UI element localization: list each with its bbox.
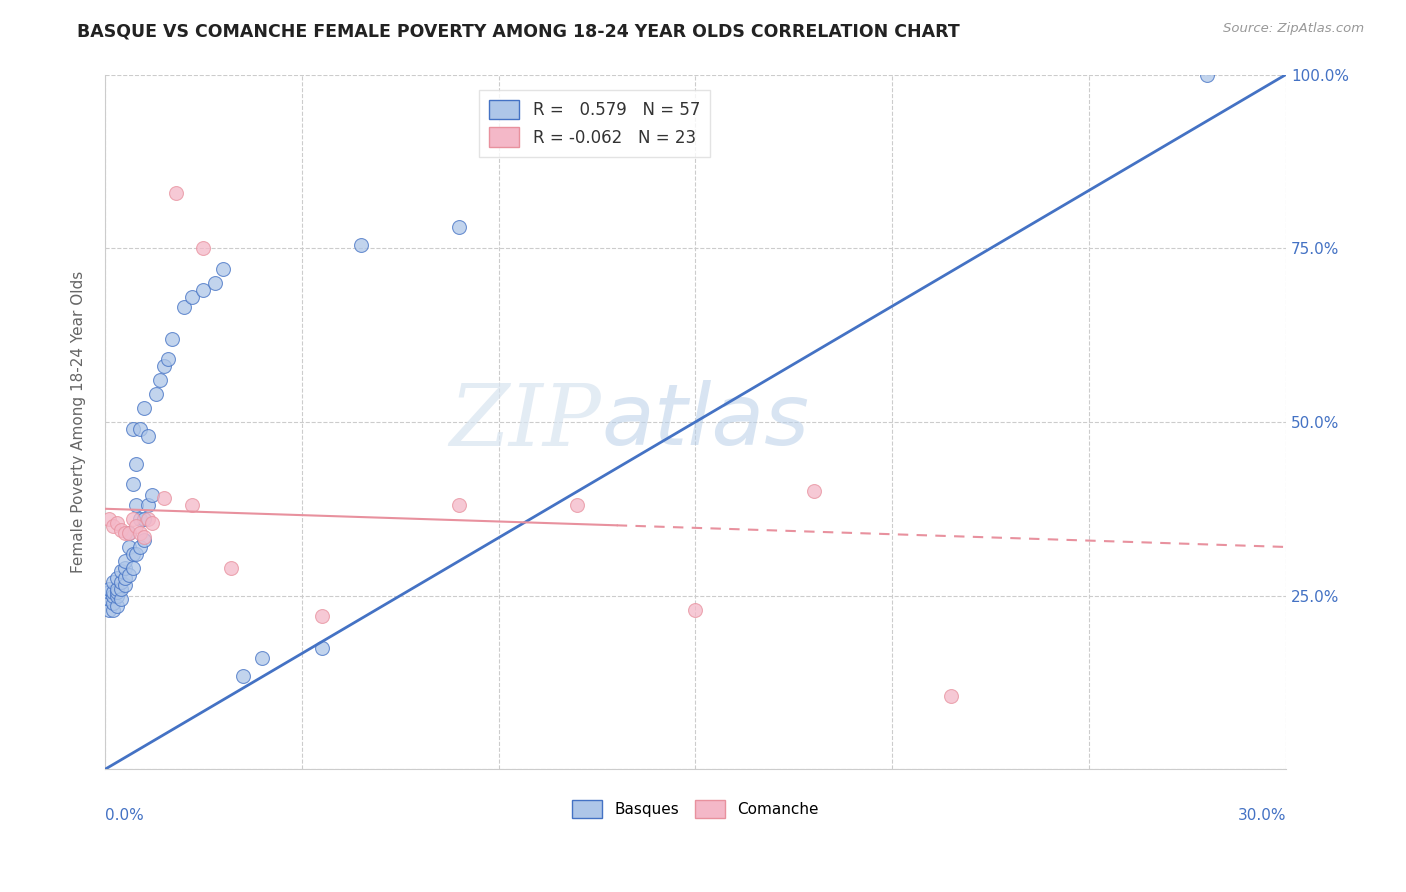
Point [121,477,143,491]
Point [193,241,215,255]
Point [110,592,132,607]
Point [121,512,143,526]
Point [101,596,124,610]
Point [141,488,163,502]
Point [97,592,120,607]
Point [117,567,139,582]
Point [105,599,128,613]
Point [114,561,136,575]
Point [97,582,120,596]
Point [153,359,176,374]
Point [232,668,254,682]
Point [156,352,179,367]
Point [803,484,825,499]
Point [212,262,235,277]
Point [101,589,124,603]
Point [134,401,156,415]
Point [311,640,333,655]
Point [105,516,128,530]
Point [117,526,139,541]
Point [1197,68,1219,82]
Point [449,498,471,512]
Point [110,574,132,589]
Point [219,561,242,575]
Point [114,571,136,585]
Point [105,589,128,603]
Point [101,602,124,616]
Point [125,498,148,512]
Point [129,540,152,554]
Point [117,526,139,541]
Point [153,491,176,506]
Point [165,186,187,200]
Point [114,554,136,568]
Point [97,602,120,616]
Point [449,220,471,235]
Point [136,512,159,526]
Point [350,237,373,252]
Point [121,547,143,561]
Text: Source: ZipAtlas.com: Source: ZipAtlas.com [1223,22,1364,36]
Point [101,585,124,599]
Point [105,571,128,585]
Point [134,530,156,544]
Point [125,457,148,471]
Point [101,574,124,589]
Point [97,512,120,526]
Point [125,519,148,533]
Point [117,540,139,554]
Point [110,523,132,537]
Point [114,526,136,541]
Point [134,533,156,547]
Point [160,332,183,346]
Text: BASQUE VS COMANCHE FEMALE POVERTY AMONG 18-24 YEAR OLDS CORRELATION CHART: BASQUE VS COMANCHE FEMALE POVERTY AMONG … [77,22,960,40]
Point [110,582,132,596]
Text: atlas: atlas [600,380,808,464]
Point [136,429,159,443]
Point [941,690,963,704]
Point [567,498,589,512]
Point [204,276,226,290]
Point [121,561,143,575]
Point [193,283,215,297]
Point [110,564,132,578]
Point [149,373,172,387]
Point [311,609,333,624]
Text: ZIP: ZIP [449,381,600,463]
Point [129,526,152,541]
Point [134,512,156,526]
Point [105,585,128,599]
Point [180,498,202,512]
Text: 30.0%: 30.0% [1237,807,1286,822]
Point [180,290,202,304]
Point [173,300,195,314]
Text: 0.0%: 0.0% [105,807,143,822]
Y-axis label: Female Poverty Among 18-24 Year Olds: Female Poverty Among 18-24 Year Olds [72,271,86,573]
Legend: Basques, Comanche: Basques, Comanche [565,795,825,824]
Point [114,578,136,592]
Point [685,602,707,616]
Point [129,512,152,526]
Point [101,519,124,533]
Point [141,516,163,530]
Point [121,422,143,436]
Point [252,651,274,665]
Point [136,498,159,512]
Point [105,582,128,596]
Point [129,422,152,436]
Point [145,387,167,401]
Point [97,585,120,599]
Point [125,547,148,561]
